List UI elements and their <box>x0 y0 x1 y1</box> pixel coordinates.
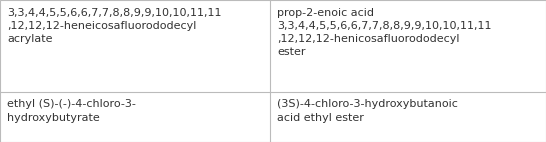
Text: prop-2-enoic acid
3,3,4,4,5,5,6,6,7,7,8,8,9,9,10,10,11,11
,12,12,12-henicosafluo: prop-2-enoic acid 3,3,4,4,5,5,6,6,7,7,8,… <box>277 8 491 57</box>
Text: ethyl (S)-(-)-4-chloro-3-
hydroxybutyrate: ethyl (S)-(-)-4-chloro-3- hydroxybutyrat… <box>7 99 136 123</box>
Text: (3S)-4-chloro-3-hydroxybutanoic
acid ethyl ester: (3S)-4-chloro-3-hydroxybutanoic acid eth… <box>277 99 458 123</box>
Text: 3,3,4,4,5,5,6,6,7,7,8,8,9,9,10,10,11,11
,12,12,12-heneicosafluorododecyl
acrylat: 3,3,4,4,5,5,6,6,7,7,8,8,9,9,10,10,11,11 … <box>7 8 222 44</box>
